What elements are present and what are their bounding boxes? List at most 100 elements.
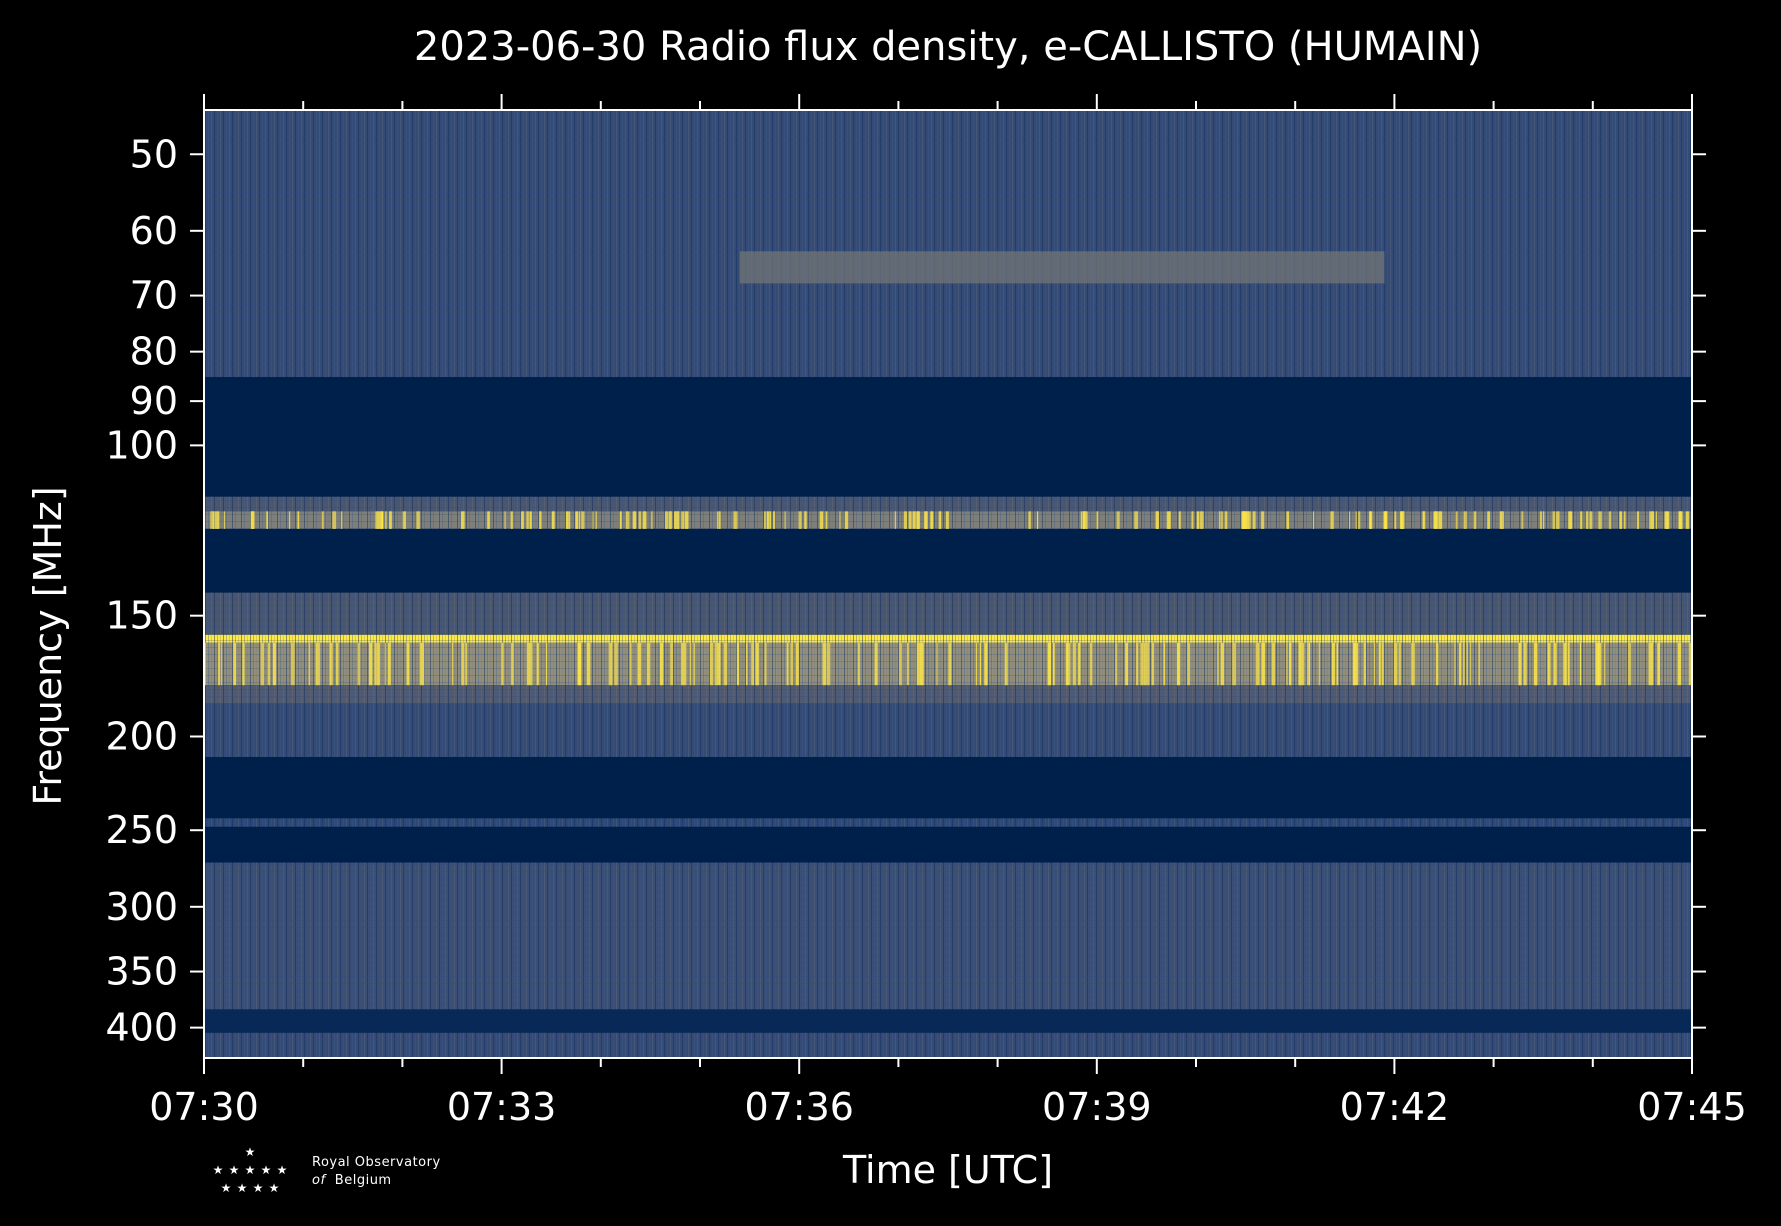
rfi-spike [218, 642, 220, 686]
rfi-spike [1519, 642, 1522, 686]
y-tick-label: 150 [105, 594, 178, 638]
x-tick-label: 07:33 [447, 1085, 557, 1129]
rfi-spike [1330, 511, 1334, 529]
rfi-spike [689, 642, 692, 686]
rfi-spike [520, 511, 524, 529]
rfi-spike [260, 642, 265, 686]
rfi-spike [1271, 642, 1276, 686]
rfi-spike [1191, 511, 1194, 529]
logo-star-icon: ★ [269, 1181, 280, 1195]
rfi-spike [291, 642, 295, 686]
rfi-spike [1143, 642, 1146, 686]
rfi-spike [1470, 642, 1472, 686]
rfi-spike [683, 642, 687, 686]
rfi-spike [709, 642, 714, 686]
rfi-spike [419, 642, 422, 686]
rfi-spike [899, 642, 902, 686]
rfi-spike [1499, 511, 1502, 529]
rfi-spike [1261, 511, 1265, 529]
frequency-band [204, 377, 1692, 497]
rfi-spike [1518, 642, 1521, 686]
rfi-spike [822, 642, 827, 686]
rfi-spike [1422, 511, 1425, 529]
rfi-spike [1220, 642, 1224, 686]
rfi-spike [1435, 511, 1439, 529]
rfi-spike [1252, 511, 1256, 529]
band-noise-texture [204, 592, 1692, 635]
rfi-spike [332, 511, 337, 529]
rfi-spike [220, 642, 222, 686]
x-tick-label: 07:39 [1042, 1085, 1152, 1129]
rfi-spike [250, 511, 255, 529]
rfi-spike [919, 642, 924, 686]
rfi-spike [844, 511, 849, 529]
rfi-spike [1455, 511, 1458, 529]
y-tick-label: 300 [105, 885, 178, 929]
rfi-spike [717, 642, 721, 686]
rfi-spike [1556, 511, 1560, 529]
rfi-spike [642, 511, 647, 529]
rfi-spike [340, 511, 343, 529]
rfi-spike [266, 511, 269, 529]
rfi-spike [912, 511, 916, 529]
rfi-spike [586, 642, 591, 686]
rfi-spike [581, 511, 585, 529]
rfi-spike [857, 642, 861, 686]
rfi-spike [1255, 642, 1259, 686]
band-noise-texture [204, 642, 1692, 686]
x-tick-label: 07:45 [1637, 1085, 1747, 1129]
rfi-spike [595, 511, 597, 529]
rfi-spike [501, 642, 504, 686]
rfi-spike [894, 511, 896, 529]
rfi-spike [764, 511, 766, 529]
rfi-spike [1399, 511, 1403, 529]
rfi-spike [384, 642, 386, 686]
rfi-spike [795, 642, 799, 686]
rfi-spike [1534, 642, 1538, 686]
rfi-spike [1115, 642, 1118, 686]
rfi-spike [1628, 642, 1631, 686]
rfi-spike [1116, 511, 1120, 529]
rfi-spike [1048, 642, 1052, 686]
logo-star-icon: ★ [221, 1181, 232, 1195]
rfi-spike [638, 511, 642, 529]
rfi-spike [756, 642, 759, 686]
y-tick-label: 80 [130, 330, 178, 374]
frequency-band [204, 756, 1692, 819]
rfi-spike [1261, 642, 1266, 686]
rfi-spike [1312, 511, 1314, 529]
rfi-spike [984, 642, 988, 686]
rfi-spike [1540, 511, 1542, 529]
rfi-spike [1288, 642, 1292, 686]
rfi-spike [1307, 642, 1310, 686]
rfi-spike [1354, 642, 1359, 686]
rfi-spike [839, 511, 841, 529]
rfi-spike [1187, 642, 1190, 686]
rfi-spike [751, 642, 755, 686]
rfi-spike [1603, 642, 1606, 686]
rfi-spike [930, 511, 934, 529]
y-tick-label: 50 [130, 132, 178, 176]
rfi-spike [385, 511, 387, 529]
rfi-spike [421, 642, 425, 686]
rfi-spike [608, 642, 610, 686]
rfi-spike [614, 642, 618, 686]
rfi-spike [619, 511, 622, 529]
rfi-spike [578, 511, 581, 529]
plot-frame [203, 109, 1693, 1059]
rfi-spike [1466, 642, 1468, 686]
band-noise-texture [204, 685, 1692, 704]
rfi-spike [736, 642, 740, 686]
rfi-spike [545, 642, 548, 686]
rfi-spike [1568, 511, 1573, 529]
band-noise-texture [204, 703, 1692, 757]
rfi-spike [1072, 642, 1076, 686]
rfi-spike [1598, 511, 1602, 529]
rfi-spike [1608, 511, 1612, 529]
rfi-spike [402, 511, 407, 529]
rfi-spike [329, 642, 331, 686]
rfi-spike [1232, 642, 1236, 686]
rfi-spike [1478, 642, 1481, 686]
rfi-spike [1438, 511, 1443, 529]
rfi-spike [975, 642, 978, 686]
